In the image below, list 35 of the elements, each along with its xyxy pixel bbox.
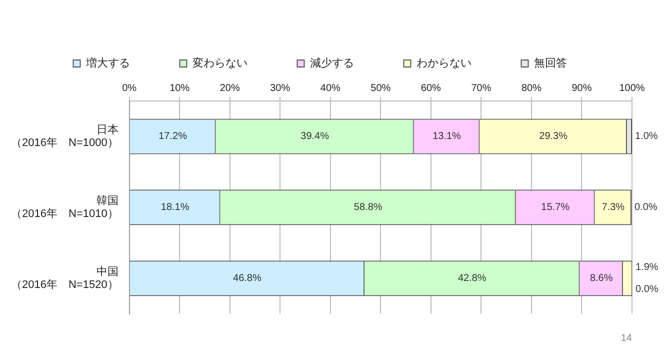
legend-label: 減少する <box>310 56 354 70</box>
legend-label: わからない <box>416 58 472 70</box>
y-tick-label: 日本（2016年 N=1000） <box>10 122 118 150</box>
x-tick-label: 50% <box>370 82 391 94</box>
y-tick-label: 韓国（2016年 N=1010） <box>10 194 118 220</box>
x-tick-label: 0% <box>122 82 137 94</box>
x-tick-label: 30% <box>270 82 290 94</box>
data-label: 0.0% <box>636 284 658 296</box>
legend-label: 増大する <box>84 56 130 70</box>
data-label: 46.8% <box>233 273 262 284</box>
y-tick-label: 中国（2016年 N=1520） <box>10 264 118 291</box>
data-label: 7.3% <box>602 202 625 214</box>
x-tick-label: 90% <box>572 82 592 94</box>
data-label: 13.1% <box>432 131 462 142</box>
data-label: 8.6% <box>590 273 613 284</box>
data-label: 42.8% <box>458 273 486 284</box>
x-tick-label: 20% <box>220 82 240 94</box>
data-label: 39.4% <box>300 131 330 142</box>
data-label: 29.3% <box>539 131 568 142</box>
data-label: 1.9% <box>636 262 658 274</box>
x-tick-label: 60% <box>420 82 442 94</box>
data-label: 18.1% <box>160 202 190 214</box>
x-tick-label: 10% <box>170 82 190 94</box>
x-tick-label: 40% <box>320 82 340 94</box>
data-label: 17.2% <box>158 131 188 142</box>
text: 14 <box>620 333 632 344</box>
x-tick-label: 80% <box>521 82 542 94</box>
data-label: 1.0% <box>635 131 658 142</box>
legend-label: 無回答 <box>534 58 567 70</box>
x-tick-label: 70% <box>471 82 492 94</box>
data-label: 58.8% <box>354 202 382 214</box>
data-label: 15.7% <box>541 202 570 214</box>
data-label: 0.0% <box>634 202 658 214</box>
legend-label: 変わらない <box>192 56 248 70</box>
x-tick-label: 100% <box>619 82 645 94</box>
